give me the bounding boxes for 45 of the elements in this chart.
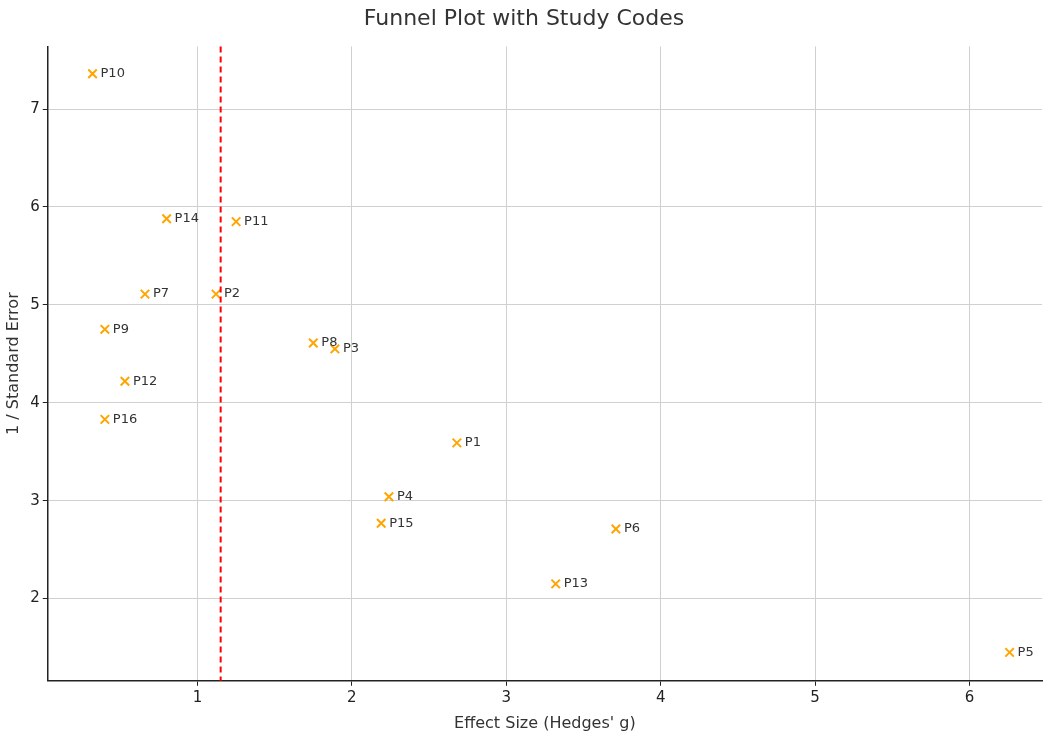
- point: [550, 578, 561, 590]
- point: [139, 288, 151, 300]
- x-tick-label: 5: [810, 687, 820, 706]
- point: [383, 491, 395, 502]
- point: [375, 517, 387, 529]
- y-tick-label: 3: [30, 490, 40, 509]
- annotation: P12: [132, 372, 158, 388]
- annotation: P4: [396, 488, 414, 504]
- annotation: P5: [1017, 643, 1034, 659]
- annotation: P7: [153, 285, 170, 301]
- point: [99, 324, 111, 335]
- x-tick-label: 4: [655, 687, 666, 706]
- y-tick-label: 6: [30, 196, 40, 215]
- annotation: P8: [321, 334, 338, 350]
- annotation: P15: [389, 514, 414, 530]
- x-tick-label: 6: [964, 687, 975, 706]
- y-tick-label: 5: [30, 294, 40, 313]
- chart-title: Funnel Plot with Study Codes: [363, 4, 685, 30]
- annotation: P13: [563, 575, 589, 591]
- point: [308, 337, 319, 349]
- point: [1004, 647, 1015, 658]
- annotation: P16: [112, 410, 138, 426]
- annotation: P11: [244, 213, 269, 229]
- point: [87, 68, 98, 80]
- point: [230, 216, 242, 227]
- x-tick-label: 2: [347, 687, 357, 706]
- annotation: P1: [464, 434, 481, 450]
- point: [610, 523, 622, 535]
- x-tick-label: 1: [192, 687, 203, 706]
- point: [99, 414, 111, 425]
- y-tick-label: 2: [30, 588, 40, 607]
- point: [451, 437, 463, 449]
- point: [119, 375, 131, 387]
- y-tick-label: 7: [30, 98, 40, 117]
- annotation: P9: [112, 320, 129, 336]
- annotation: P14: [174, 210, 200, 226]
- point: [161, 213, 172, 224]
- annotation: P10: [100, 65, 125, 81]
- annotation: P3: [342, 340, 360, 356]
- annotation: P6: [623, 520, 641, 536]
- x-axis-title: Effect Size (Hedges' g): [454, 712, 636, 732]
- y-axis-title: 1 / Standard Error: [2, 291, 22, 435]
- x-tick-label: 3: [501, 687, 512, 706]
- y-tick-label: 4: [30, 392, 40, 411]
- annotation: P2: [224, 285, 241, 301]
